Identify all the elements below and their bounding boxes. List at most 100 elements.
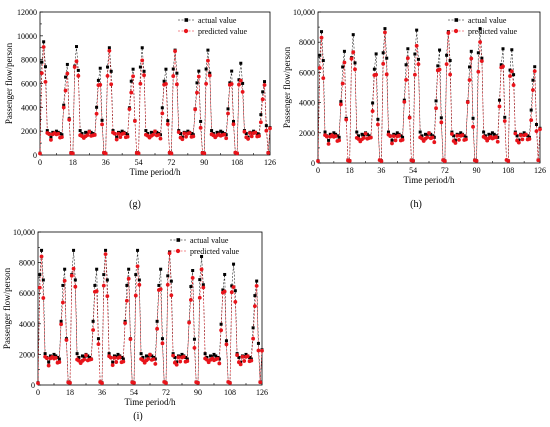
predicted-value-point <box>71 266 76 271</box>
actual-value-point <box>469 49 473 53</box>
predicted-value-point <box>231 122 236 127</box>
legend-label-2: predicted value <box>468 27 518 36</box>
actual-value-point <box>146 132 150 136</box>
predicted-value-point <box>178 359 183 364</box>
actual-value-point <box>255 279 259 283</box>
predicted-value-point <box>128 337 133 342</box>
actual-value-point <box>80 132 84 136</box>
predicted-value-point <box>175 82 179 87</box>
x-tick-label: 72 <box>162 388 170 397</box>
actual-value-point <box>256 341 260 345</box>
predicted-value-point <box>63 88 68 93</box>
actual-value-point <box>138 65 142 69</box>
predicted-value-point <box>467 78 472 82</box>
y-tick-label: 6000 <box>19 289 35 298</box>
predicted-value-point <box>384 72 389 77</box>
predicted-value-line <box>39 46 271 154</box>
actual-value-point <box>190 132 194 136</box>
actual-value-point <box>219 322 223 326</box>
predicted-value-point <box>262 83 267 87</box>
actual-value-point <box>413 52 417 56</box>
predicted-value-point <box>411 158 416 163</box>
predicted-value-point <box>100 381 104 386</box>
predicted-value-point <box>185 359 190 364</box>
actual-value-point <box>448 59 452 63</box>
actual-value-point <box>127 267 131 271</box>
predicted-value-point <box>508 74 512 78</box>
actual-value-point <box>105 278 109 282</box>
predicted-value-point <box>87 129 92 134</box>
actual-value-point <box>510 48 514 52</box>
actual-value-point <box>253 294 257 298</box>
actual-value-point <box>104 248 108 252</box>
x-tick-label: 18 <box>69 158 77 167</box>
predicted-value-point <box>534 129 539 134</box>
x-tick-label: 18 <box>66 388 74 397</box>
actual-value-point <box>483 134 487 138</box>
predicted-value-point <box>146 357 151 361</box>
predicted-value-point <box>344 117 349 122</box>
actual-value-point <box>337 135 341 139</box>
actual-value-point <box>61 283 65 287</box>
actual-value-point <box>93 283 97 287</box>
predicted-value-point <box>169 151 174 156</box>
actual-value-point <box>114 355 118 359</box>
predicted-value-point <box>381 61 386 66</box>
predicted-value-point <box>333 134 338 139</box>
x-tick-label: 126 <box>256 388 268 397</box>
predicted-value-point <box>116 131 121 136</box>
predicted-value-point <box>156 133 161 137</box>
predicted-value-point <box>109 82 114 87</box>
predicted-value-point <box>319 35 324 40</box>
actual-value-point <box>531 78 535 82</box>
actual-value-point <box>487 132 491 136</box>
actual-value-point <box>360 132 364 136</box>
predicted-value-point <box>39 71 44 76</box>
actual-value-point <box>86 354 90 358</box>
predicted-value-point <box>388 134 393 138</box>
predicted-value-point <box>252 304 257 309</box>
predicted-value-point <box>41 296 46 300</box>
actual-value-point <box>208 71 212 75</box>
predicted-value-point <box>160 341 165 346</box>
predicted-value-point <box>59 322 64 327</box>
y-tick-label: 2000 <box>19 350 35 359</box>
actual-value-point <box>201 283 205 287</box>
predicted-value-point <box>351 50 356 55</box>
predicted-value-point <box>118 135 123 140</box>
actual-value-point <box>321 59 325 63</box>
predicted-value-point <box>114 137 119 142</box>
predicted-value-point <box>317 66 322 70</box>
predicted-value-point <box>41 45 46 49</box>
actual-value-point <box>95 267 99 271</box>
actual-value-point <box>237 78 241 82</box>
y-tick-label: 0 <box>311 159 315 168</box>
predicted-value-point <box>347 159 352 163</box>
predicted-value-point <box>240 89 245 94</box>
predicted-value-point <box>258 120 263 125</box>
predicted-value-point <box>430 135 435 140</box>
predicted-value-point <box>133 119 137 123</box>
actual-value-point <box>65 62 69 66</box>
predicted-value-point <box>169 293 174 298</box>
predicted-value-point <box>98 82 103 87</box>
predicted-value-point <box>193 107 198 112</box>
actual-value-point <box>223 272 227 276</box>
predicted-value-point <box>57 360 62 364</box>
predicted-value-point <box>531 88 535 92</box>
predicted-value-point <box>260 348 264 353</box>
predicted-value-point <box>379 159 384 164</box>
actual-value-point <box>179 132 183 136</box>
legend-square-marker <box>454 18 459 22</box>
actual-value-point <box>434 99 438 103</box>
predicted-value-point <box>114 360 119 364</box>
predicted-value-point <box>432 140 437 145</box>
actual-value-point <box>374 52 378 56</box>
predicted-value-point <box>187 320 192 325</box>
actual-value-point <box>233 289 237 293</box>
x-tick-label: 90 <box>473 166 481 175</box>
predicted-value-point <box>249 134 254 139</box>
actual-value-point <box>191 269 195 273</box>
actual-value-point <box>438 48 442 52</box>
predicted-value-point <box>103 252 108 257</box>
